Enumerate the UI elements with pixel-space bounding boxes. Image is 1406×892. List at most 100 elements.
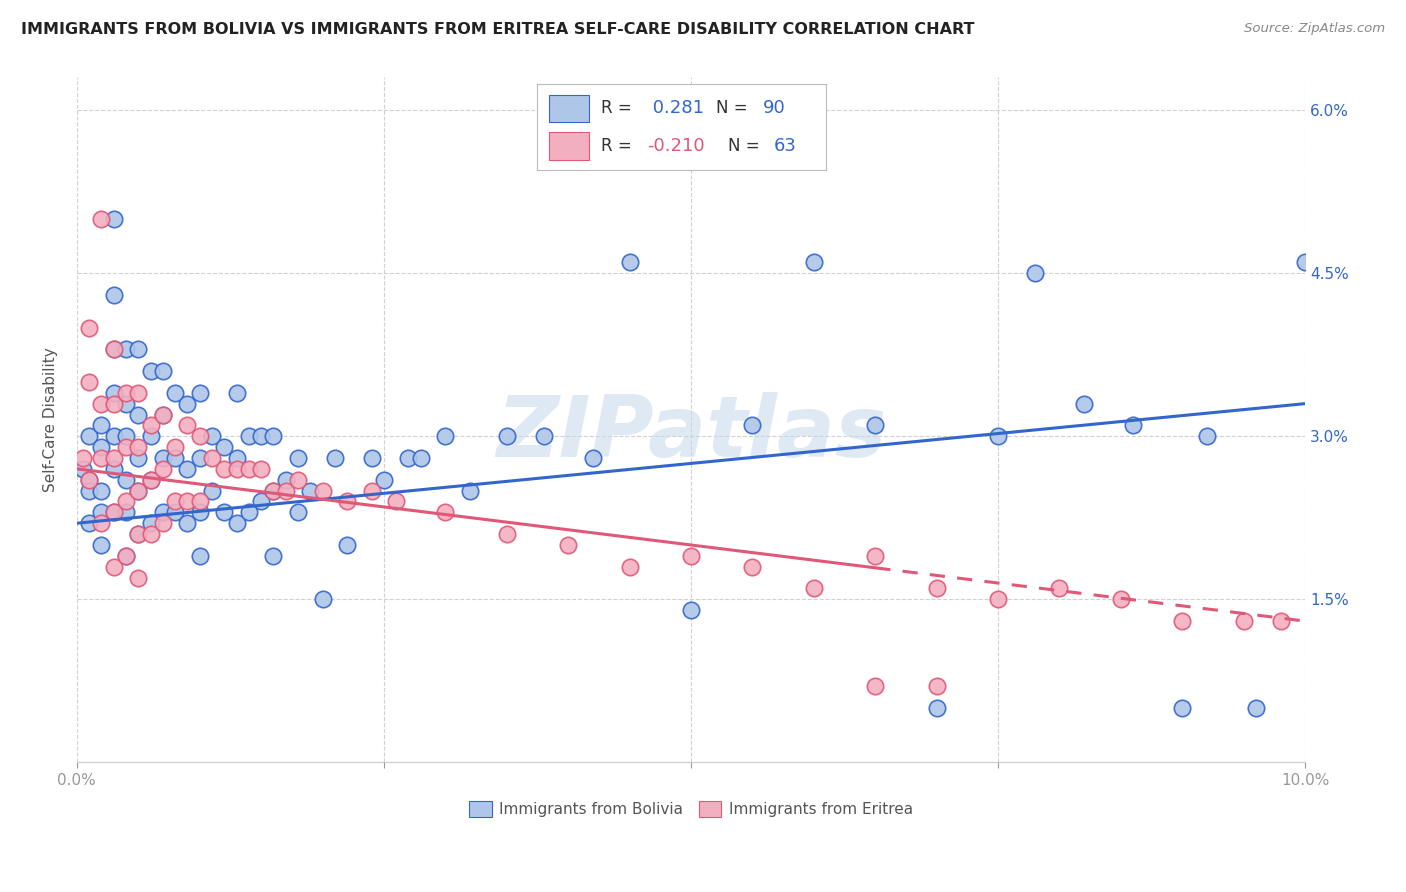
Point xyxy=(250,429,273,443)
Point xyxy=(212,505,235,519)
Point xyxy=(287,450,309,465)
Point xyxy=(176,462,198,476)
Point xyxy=(201,429,224,443)
Point xyxy=(619,559,641,574)
Point xyxy=(176,516,198,531)
Point xyxy=(72,450,94,465)
Point xyxy=(90,450,112,465)
Point xyxy=(127,483,149,498)
Point xyxy=(679,603,702,617)
Point xyxy=(188,385,211,400)
Point xyxy=(103,211,125,226)
Point xyxy=(1171,701,1194,715)
Point xyxy=(925,679,948,693)
Point xyxy=(274,483,297,498)
Point xyxy=(90,505,112,519)
Point xyxy=(1244,701,1267,715)
Point xyxy=(987,592,1010,607)
Point xyxy=(152,408,174,422)
Point xyxy=(115,385,138,400)
Point xyxy=(619,255,641,269)
Point xyxy=(863,679,886,693)
Point xyxy=(103,343,125,357)
Point xyxy=(152,462,174,476)
Point xyxy=(115,429,138,443)
Text: IMMIGRANTS FROM BOLIVIA VS IMMIGRANTS FROM ERITREA SELF-CARE DISABILITY CORRELAT: IMMIGRANTS FROM BOLIVIA VS IMMIGRANTS FR… xyxy=(21,22,974,37)
Point xyxy=(90,440,112,454)
Point xyxy=(803,582,825,596)
Point xyxy=(225,516,247,531)
Point xyxy=(925,701,948,715)
Point xyxy=(373,473,395,487)
Point xyxy=(103,505,125,519)
Point xyxy=(287,473,309,487)
Point xyxy=(152,364,174,378)
Point xyxy=(741,418,763,433)
Point xyxy=(139,418,162,433)
Point xyxy=(863,549,886,563)
Point xyxy=(103,505,125,519)
Point xyxy=(152,408,174,422)
Point xyxy=(1109,592,1132,607)
Point xyxy=(103,343,125,357)
Point xyxy=(90,538,112,552)
Point xyxy=(77,516,100,531)
Point xyxy=(77,473,100,487)
Point xyxy=(360,483,382,498)
Point xyxy=(1294,255,1316,269)
Point xyxy=(987,429,1010,443)
Point xyxy=(1122,418,1144,433)
Point xyxy=(90,418,112,433)
Point xyxy=(115,505,138,519)
Point xyxy=(262,483,284,498)
Point xyxy=(201,450,224,465)
Point xyxy=(188,505,211,519)
Point xyxy=(77,483,100,498)
Point xyxy=(139,473,162,487)
Point xyxy=(103,450,125,465)
Point xyxy=(533,429,555,443)
Point xyxy=(127,527,149,541)
Point xyxy=(127,571,149,585)
Point xyxy=(250,462,273,476)
Point xyxy=(165,505,187,519)
Point xyxy=(495,429,517,443)
Point xyxy=(127,408,149,422)
Point xyxy=(188,450,211,465)
Point xyxy=(299,483,322,498)
Point xyxy=(103,385,125,400)
Point xyxy=(238,429,260,443)
Point xyxy=(152,505,174,519)
Point xyxy=(127,385,149,400)
Point xyxy=(90,211,112,226)
Text: Source: ZipAtlas.com: Source: ZipAtlas.com xyxy=(1244,22,1385,36)
Point xyxy=(434,505,457,519)
Point xyxy=(311,592,333,607)
Point xyxy=(557,538,579,552)
Point xyxy=(165,494,187,508)
Point xyxy=(115,549,138,563)
Point xyxy=(72,462,94,476)
Point xyxy=(1171,614,1194,628)
Point xyxy=(176,418,198,433)
Point xyxy=(115,494,138,508)
Point xyxy=(103,396,125,410)
Point xyxy=(115,440,138,454)
Point xyxy=(176,494,198,508)
Point xyxy=(212,440,235,454)
Point xyxy=(262,483,284,498)
Point xyxy=(262,549,284,563)
Point xyxy=(1270,614,1292,628)
Point xyxy=(127,527,149,541)
Point xyxy=(238,505,260,519)
Point xyxy=(103,429,125,443)
Point xyxy=(77,473,100,487)
Point xyxy=(238,462,260,476)
Text: ZIPatlas: ZIPatlas xyxy=(496,392,886,475)
Point xyxy=(90,483,112,498)
Point xyxy=(103,288,125,302)
Point xyxy=(127,450,149,465)
Point xyxy=(115,343,138,357)
Point xyxy=(679,549,702,563)
Point xyxy=(360,450,382,465)
